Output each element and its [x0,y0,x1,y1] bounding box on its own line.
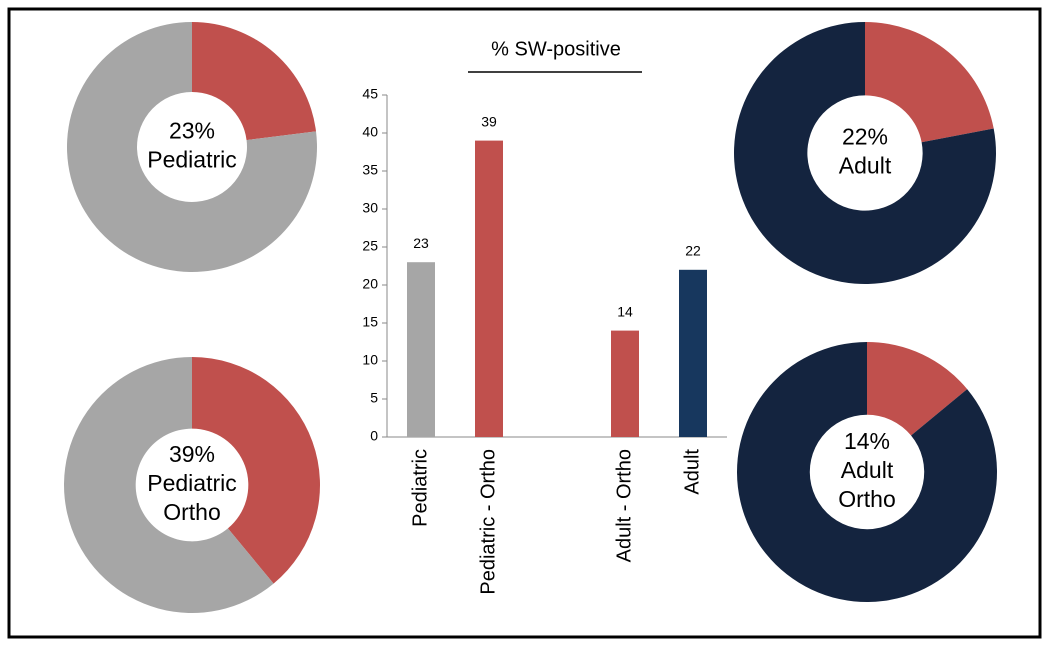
donut-slice [63,357,274,613]
center-label: Ortho [838,486,896,512]
donut-slice [66,22,317,272]
center-value-label: 22% [842,124,888,150]
y-tick-label: 25 [362,238,378,254]
x-tick-label: Adult - Ortho [613,449,635,562]
donut-slice [867,342,968,436]
y-tick-label: 30 [362,200,378,216]
bar [475,140,503,437]
bar [679,269,707,437]
data-label: 39 [481,113,497,129]
bar [407,262,435,437]
center-value-label: 23% [169,118,215,144]
y-tick-label: 20 [362,276,378,292]
donut-slice [733,22,996,284]
y-tick-label: 15 [362,314,378,330]
center-label: Pediatric [147,470,236,496]
y-tick-label: 10 [362,352,378,368]
data-label: 14 [617,303,633,319]
center-label: Adult [841,457,894,483]
center-value-label: 39% [169,441,215,467]
donut-slice [192,22,317,141]
x-tick-label: Pediatric - Ortho [477,449,499,595]
center-label: Adult [839,153,892,179]
y-tick-label: 45 [362,86,378,102]
chart-title: % SW-positive [491,38,621,60]
donut-slice [736,342,997,603]
bar [611,330,639,437]
center-label: Pediatric [147,147,236,173]
y-tick-label: 0 [370,428,378,444]
x-tick-label: Adult [681,449,703,495]
y-tick-label: 5 [370,390,378,406]
center-value-label: 14% [844,428,890,454]
donut-slice [865,22,994,143]
y-tick-label: 35 [362,162,378,178]
center-label: Ortho [163,499,221,525]
x-tick-label: Pediatric [409,449,431,527]
donut-slice [192,357,320,584]
data-label: 23 [413,235,429,251]
y-tick-label: 40 [362,124,378,140]
data-label: 22 [685,243,701,259]
